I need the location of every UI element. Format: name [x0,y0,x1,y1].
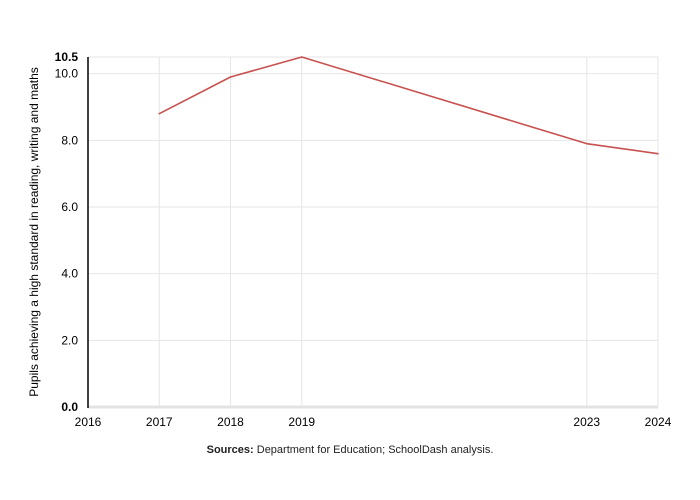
axes [87,57,658,409]
series-line [158,56,659,155]
x-tick-label: 2019 [288,415,315,429]
y-tick-label: 10.5 [55,50,79,64]
source-note: Sources: Department for Education; Schoo… [0,444,700,456]
y-tick-label: 2.0 [61,333,78,347]
source-text: Department for Education; SchoolDash ana… [256,444,494,456]
data-point [158,112,161,115]
source-label: Sources: [206,444,254,456]
series-group [158,56,659,155]
x-tick-label: 2016 [75,415,102,429]
x-tick-label: 2018 [217,415,244,429]
grid [87,56,659,407]
data-point [585,142,588,145]
data-point [229,76,232,78]
y-tick-label: 6.0 [61,200,78,214]
y-tick-label: 8.0 [61,133,78,147]
tick-labels: 2016 2017 2018 2019 2023 2024 0.0 2.0 4.0 6.0 8.0 1… [55,50,672,429]
data-point [657,152,659,155]
y-tick-label: 4.0 [61,267,78,281]
y-tick-label: 0.0 [61,400,78,414]
data-point [300,56,303,58]
x-tick-label: 2017 [146,415,173,429]
y-tick-label: 10.0 [55,67,79,81]
x-tick-label: 2023 [573,415,600,429]
y-axis-label: Pupils achieving a high standard in read… [27,67,41,397]
x-tick-label: 2024 [645,415,672,429]
